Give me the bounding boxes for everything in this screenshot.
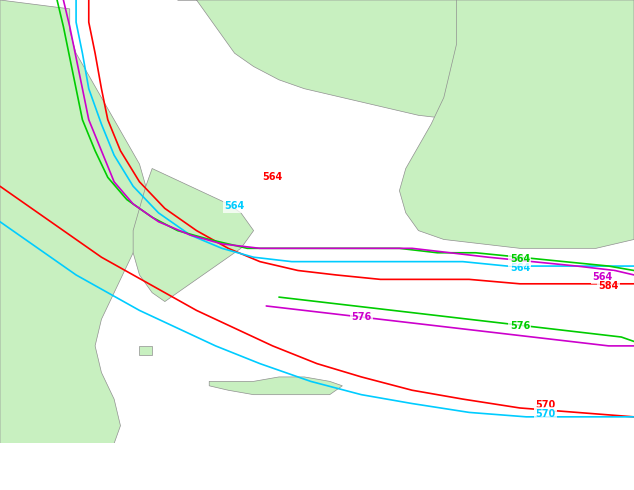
Text: Arpege-eu: Arpege-eu	[268, 475, 332, 485]
Text: 570: 570	[535, 400, 555, 410]
Polygon shape	[209, 377, 342, 394]
Text: 564: 564	[262, 172, 283, 182]
Text: 564: 564	[592, 272, 612, 282]
Text: ©weatheronline.co.uk: ©weatheronline.co.uk	[512, 475, 628, 485]
Text: ICON-EU: ICON-EU	[194, 475, 246, 485]
Text: GFS 0.25: GFS 0.25	[47, 475, 103, 485]
Text: Height 500 hPa [gdmp][°C] MOD: Height 500 hPa [gdmp][°C] MOD	[6, 450, 199, 464]
Text: 576: 576	[351, 312, 372, 322]
Text: 584: 584	[598, 281, 619, 291]
Polygon shape	[133, 169, 254, 301]
Text: 576: 576	[510, 321, 530, 331]
Text: 564: 564	[510, 254, 530, 265]
Text: 564: 564	[510, 263, 530, 273]
Text: 564: 564	[224, 201, 245, 211]
Polygon shape	[0, 0, 146, 443]
Text: 570: 570	[535, 409, 555, 419]
Polygon shape	[399, 0, 634, 248]
Text: GFS: GFS	[6, 475, 31, 485]
Polygon shape	[139, 346, 152, 355]
Text: Sa 21-09-2024 00:00 UTC (12+12): Sa 21-09-2024 00:00 UTC (12+12)	[424, 450, 628, 464]
Text: ARPEGE: ARPEGE	[129, 475, 178, 485]
Polygon shape	[178, 0, 634, 124]
